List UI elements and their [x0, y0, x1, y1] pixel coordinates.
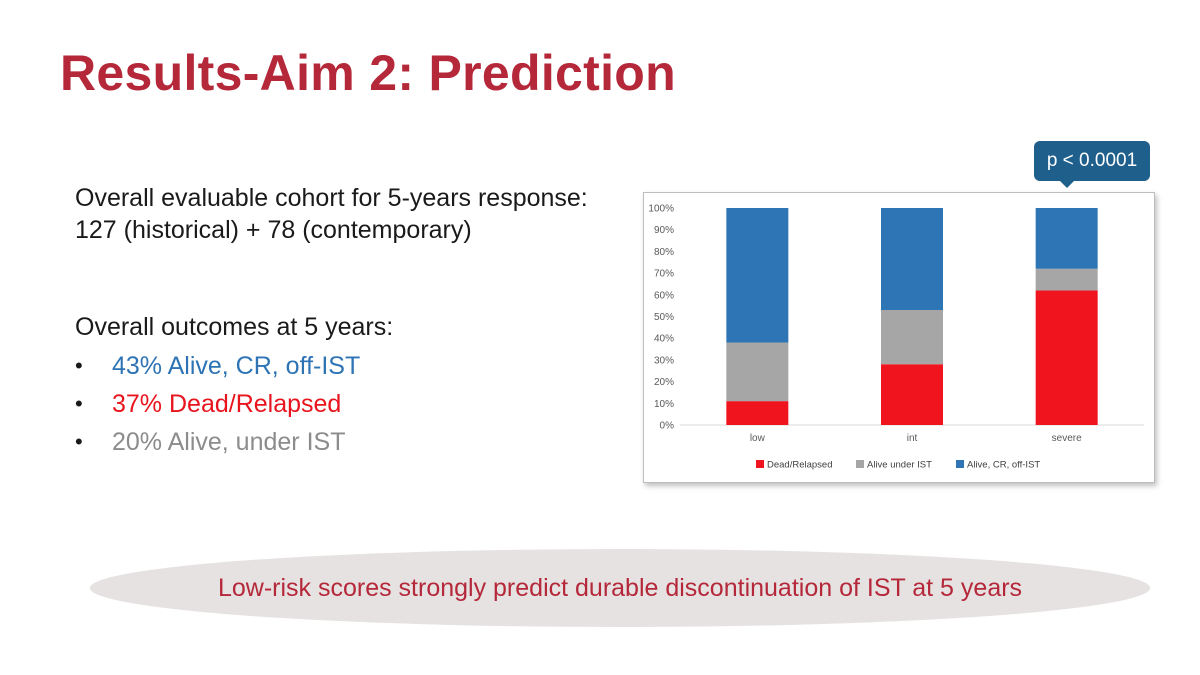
slide-title: Results-Aim 2: Prediction: [60, 45, 676, 101]
outcome-text: 20% Alive, under IST: [112, 428, 346, 456]
outcomes-list: • 43% Alive, CR, off-IST • 37% Dead/Rela…: [75, 347, 360, 461]
y-tick-label: 60%: [654, 290, 674, 301]
p-value-callout: p < 0.0001: [1034, 141, 1150, 181]
x-tick-label: int: [907, 433, 918, 444]
y-tick-label: 90%: [654, 225, 674, 236]
outcome-text: 43% Alive, CR, off-IST: [112, 352, 361, 380]
legend-swatch: [856, 460, 864, 468]
outcome-text: 37% Dead/Relapsed: [112, 390, 342, 418]
x-tick-label: severe: [1052, 433, 1082, 444]
bar-segment-int-dead-relapsed: [881, 364, 943, 425]
outcome-item: • 43% Alive, CR, off-IST: [75, 347, 360, 385]
y-tick-label: 10%: [654, 399, 674, 410]
y-tick-label: 70%: [654, 269, 674, 280]
stacked-bar-chart: 0% 10% 20% 30% 40% 50% 60% 70% 80% 90% 100% low int s…: [643, 192, 1155, 483]
y-tick-label: 100%: [648, 204, 674, 215]
bar-segment-int-alive-cr-off-ist: [881, 208, 943, 310]
bar-segment-low-dead-relapsed: [726, 401, 789, 425]
bullet-icon: •: [75, 353, 83, 378]
legend-swatch: [956, 460, 964, 468]
conclusion-banner: Low-risk scores strongly predict durable…: [90, 549, 1150, 627]
outcome-item: • 20% Alive, under IST: [75, 423, 360, 461]
bar-segment-severe-alive-cr-off-ist: [1035, 208, 1098, 269]
cohort-line-2: 127 (historical) + 78 (contemporary): [75, 216, 472, 244]
bar-segment-low-alive-under-ist: [726, 342, 789, 402]
chart-canvas: 0% 10% 20% 30% 40% 50% 60% 70% 80% 90% 100% low int s…: [648, 204, 1144, 471]
cohort-line-1: Overall evaluable cohort for 5-years res…: [75, 184, 588, 212]
cohort-summary: Overall evaluable cohort for 5-years res…: [75, 182, 588, 246]
y-tick-label: 50%: [654, 312, 674, 323]
legend-swatch: [756, 460, 764, 468]
y-tick-label: 20%: [654, 377, 674, 388]
y-tick-label: 0%: [660, 421, 675, 432]
conclusion-text: Low-risk scores strongly predict durable…: [217, 573, 1023, 602]
outcomes-heading: Overall outcomes at 5 years:: [75, 313, 394, 341]
bullet-icon: •: [75, 429, 83, 454]
bar-segment-int-alive-under-ist: [881, 309, 943, 365]
y-tick-label: 40%: [654, 334, 674, 345]
y-tick-label: 30%: [654, 355, 674, 366]
bullet-icon: •: [75, 391, 83, 416]
legend-label: Dead/Relapsed: [767, 460, 833, 471]
legend-label: Alive under IST: [867, 460, 932, 471]
bar-segment-severe-dead-relapsed: [1035, 290, 1098, 425]
y-tick-label: 80%: [654, 247, 674, 258]
bar-segment-low-alive-cr-off-ist: [726, 208, 789, 343]
bar-segment-severe-alive-under-ist: [1035, 268, 1098, 291]
callout-pointer: [1059, 180, 1075, 188]
x-tick-label: low: [750, 433, 766, 444]
outcome-item: • 37% Dead/Relapsed: [75, 385, 360, 423]
legend-label: Alive, CR, off-IST: [967, 460, 1040, 471]
